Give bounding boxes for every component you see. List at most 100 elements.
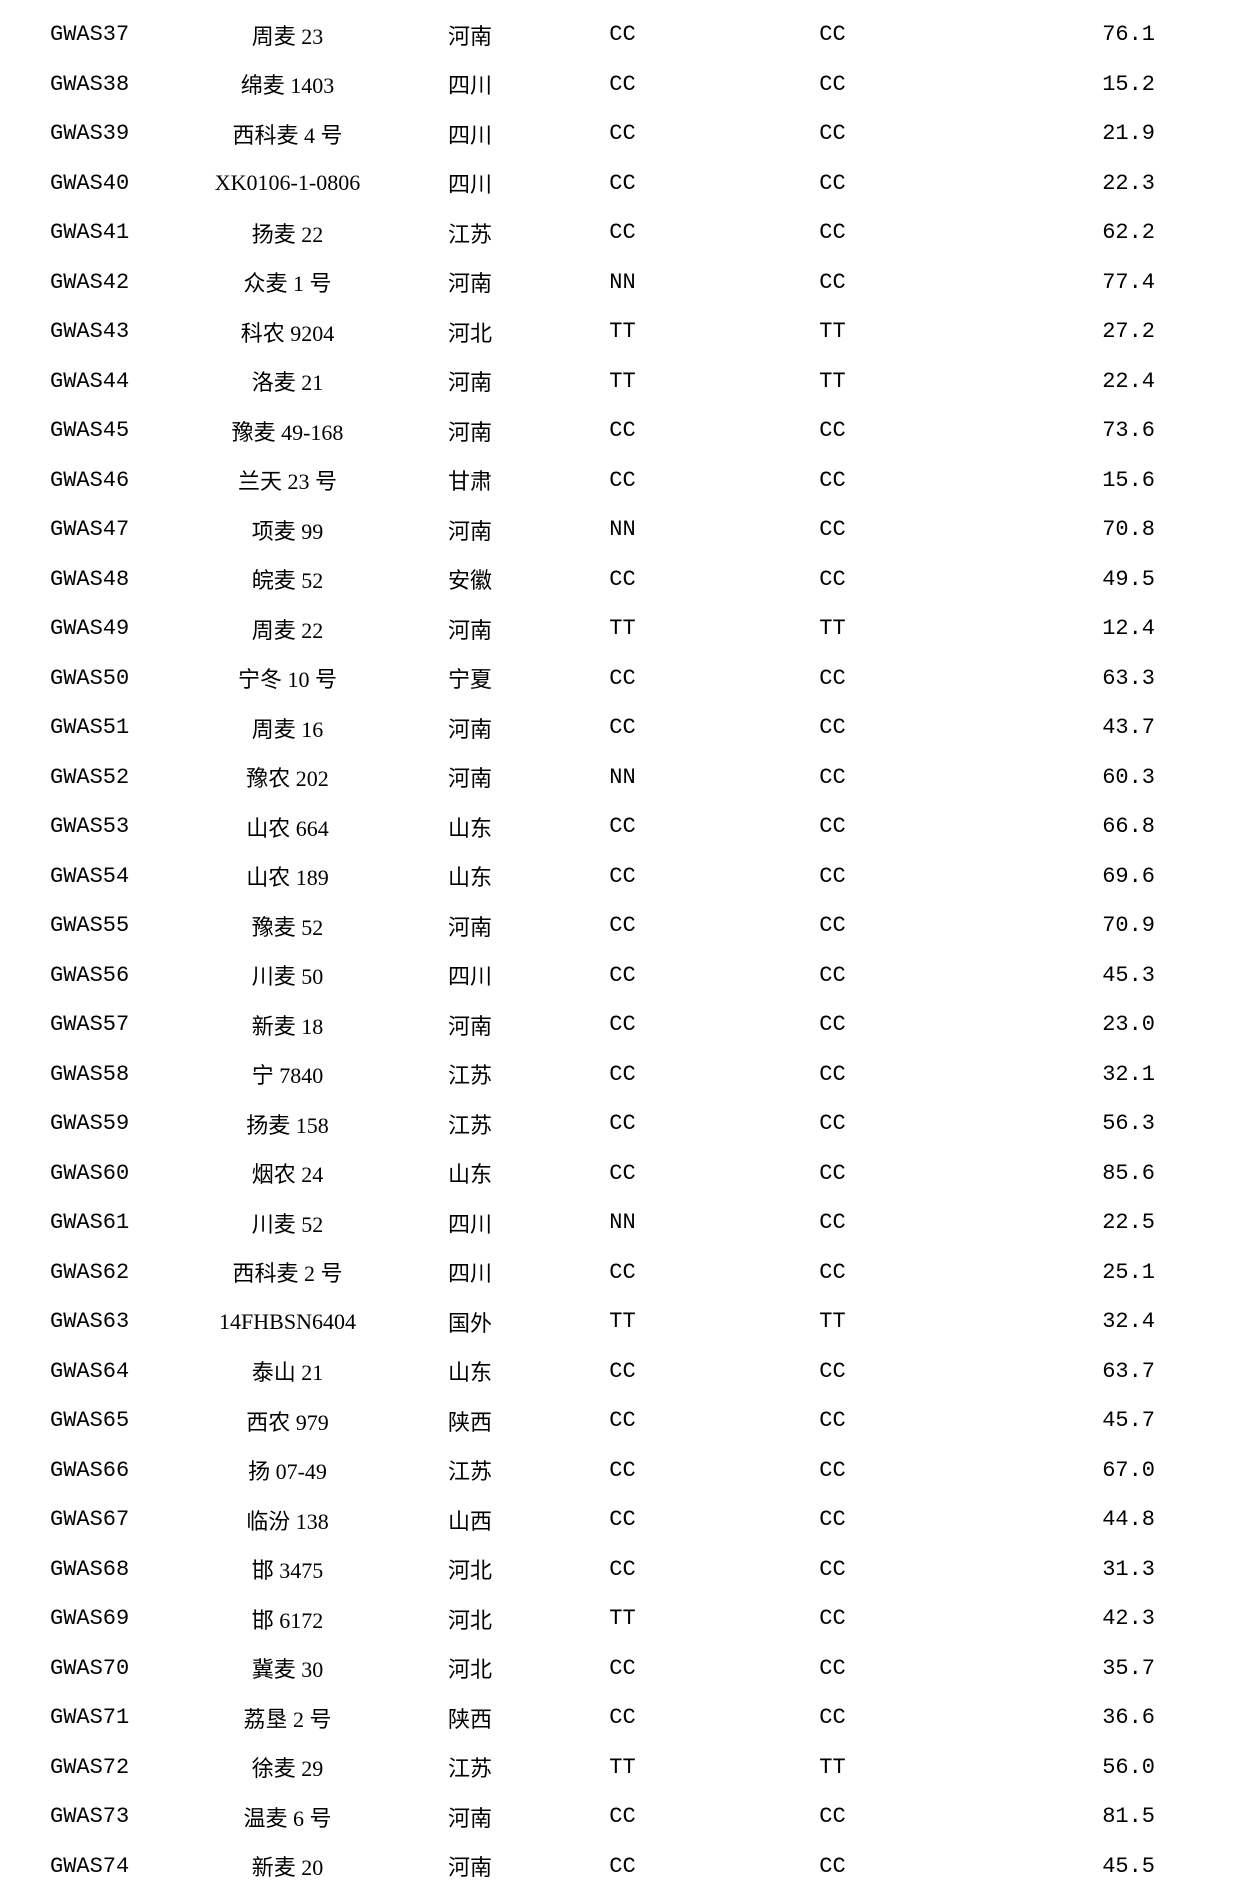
- cell-value: 12.4: [955, 616, 1185, 641]
- cell-province: 河南: [405, 1850, 535, 1882]
- cell-genotype-1: TT: [535, 319, 710, 344]
- cell-name: 温麦 6 号: [170, 1801, 405, 1833]
- cell-id: GWAS63: [50, 1309, 170, 1334]
- cell-genotype-1: CC: [535, 171, 710, 196]
- cell-id: GWAS65: [50, 1408, 170, 1433]
- cell-province: 山东: [405, 1157, 535, 1189]
- cell-genotype-2: CC: [710, 1804, 955, 1829]
- cell-name: 新麦 18: [170, 1009, 405, 1041]
- table-row: GWAS40XK0106-1-0806四川CCCC22.3: [50, 159, 1190, 209]
- cell-value: 21.9: [955, 121, 1185, 146]
- table-row: GWAS51周麦 16河南CCCC43.7: [50, 703, 1190, 753]
- cell-value: 76.1: [955, 22, 1185, 47]
- cell-name: 徐麦 29: [170, 1751, 405, 1783]
- cell-value: 67.0: [955, 1458, 1185, 1483]
- cell-genotype-2: CC: [710, 1161, 955, 1186]
- cell-genotype-1: CC: [535, 864, 710, 889]
- table-row: GWAS61川麦 52四川NNCC22.5: [50, 1198, 1190, 1248]
- cell-province: 河南: [405, 365, 535, 397]
- cell-genotype-1: TT: [535, 1309, 710, 1334]
- cell-id: GWAS56: [50, 963, 170, 988]
- cell-genotype-1: CC: [535, 220, 710, 245]
- cell-value: 45.3: [955, 963, 1185, 988]
- cell-value: 27.2: [955, 319, 1185, 344]
- cell-genotype-1: CC: [535, 1804, 710, 1829]
- cell-genotype-2: CC: [710, 220, 955, 245]
- cell-province: 甘肃: [405, 464, 535, 496]
- cell-genotype-2: CC: [710, 1062, 955, 1087]
- cell-province: 山东: [405, 811, 535, 843]
- cell-genotype-1: CC: [535, 814, 710, 839]
- cell-genotype-1: CC: [535, 1012, 710, 1037]
- cell-genotype-2: CC: [710, 913, 955, 938]
- cell-id: GWAS68: [50, 1557, 170, 1582]
- cell-genotype-2: CC: [710, 171, 955, 196]
- cell-genotype-2: CC: [710, 1359, 955, 1384]
- cell-genotype-1: CC: [535, 1062, 710, 1087]
- gwas-data-table: GWAS37周麦 23河南CCCC76.1GWAS38绵麦 1403四川CCCC…: [50, 10, 1190, 1891]
- cell-name: 扬麦 158: [170, 1108, 405, 1140]
- cell-genotype-2: CC: [710, 1458, 955, 1483]
- cell-name: 豫麦 52: [170, 910, 405, 942]
- table-row: GWAS46兰天 23 号甘肃CCCC15.6: [50, 456, 1190, 506]
- table-row: GWAS67临汾 138山西CCCC44.8: [50, 1495, 1190, 1545]
- cell-id: GWAS61: [50, 1210, 170, 1235]
- cell-genotype-2: TT: [710, 319, 955, 344]
- cell-genotype-2: CC: [710, 468, 955, 493]
- cell-genotype-2: TT: [710, 1755, 955, 1780]
- cell-genotype-1: CC: [535, 715, 710, 740]
- cell-province: 宁夏: [405, 662, 535, 694]
- table-row: GWAS66扬 07-49江苏CCCC67.0: [50, 1446, 1190, 1496]
- cell-province: 江苏: [405, 1058, 535, 1090]
- cell-name: 山农 664: [170, 811, 405, 843]
- cell-genotype-1: TT: [535, 369, 710, 394]
- cell-genotype-1: CC: [535, 72, 710, 97]
- cell-province: 四川: [405, 959, 535, 991]
- cell-value: 42.3: [955, 1606, 1185, 1631]
- cell-province: 河南: [405, 613, 535, 645]
- cell-value: 60.3: [955, 765, 1185, 790]
- cell-id: GWAS52: [50, 765, 170, 790]
- cell-id: GWAS43: [50, 319, 170, 344]
- cell-id: GWAS48: [50, 567, 170, 592]
- cell-province: 河南: [405, 415, 535, 447]
- cell-genotype-2: TT: [710, 369, 955, 394]
- cell-genotype-1: CC: [535, 1705, 710, 1730]
- cell-province: 河南: [405, 514, 535, 546]
- cell-genotype-1: CC: [535, 121, 710, 146]
- cell-genotype-1: CC: [535, 1458, 710, 1483]
- cell-name: 绵麦 1403: [170, 68, 405, 100]
- cell-genotype-1: CC: [535, 1507, 710, 1532]
- cell-genotype-2: CC: [710, 72, 955, 97]
- cell-genotype-2: CC: [710, 517, 955, 542]
- cell-genotype-2: CC: [710, 666, 955, 691]
- cell-province: 河南: [405, 1801, 535, 1833]
- cell-id: GWAS74: [50, 1854, 170, 1879]
- cell-name: XK0106-1-0806: [170, 170, 405, 196]
- cell-genotype-2: CC: [710, 1705, 955, 1730]
- cell-genotype-2: CC: [710, 1557, 955, 1582]
- cell-value: 63.7: [955, 1359, 1185, 1384]
- cell-genotype-2: CC: [710, 1507, 955, 1532]
- cell-value: 35.7: [955, 1656, 1185, 1681]
- cell-name: 宁 7840: [170, 1058, 405, 1090]
- table-row: GWAS41扬麦 22江苏CCCC62.2: [50, 208, 1190, 258]
- cell-province: 四川: [405, 167, 535, 199]
- cell-genotype-2: CC: [710, 864, 955, 889]
- cell-genotype-1: CC: [535, 1111, 710, 1136]
- cell-value: 56.3: [955, 1111, 1185, 1136]
- cell-id: GWAS71: [50, 1705, 170, 1730]
- cell-name: 洛麦 21: [170, 365, 405, 397]
- cell-genotype-2: CC: [710, 418, 955, 443]
- cell-value: 31.3: [955, 1557, 1185, 1582]
- cell-id: GWAS41: [50, 220, 170, 245]
- cell-province: 安徽: [405, 563, 535, 595]
- cell-genotype-1: CC: [535, 418, 710, 443]
- table-row: GWAS52豫农 202河南NNCC60.3: [50, 753, 1190, 803]
- cell-province: 河南: [405, 1009, 535, 1041]
- cell-name: 泰山 21: [170, 1355, 405, 1387]
- cell-value: 23.0: [955, 1012, 1185, 1037]
- cell-value: 69.6: [955, 864, 1185, 889]
- cell-name: 西科麦 4 号: [170, 118, 405, 150]
- cell-genotype-1: NN: [535, 1210, 710, 1235]
